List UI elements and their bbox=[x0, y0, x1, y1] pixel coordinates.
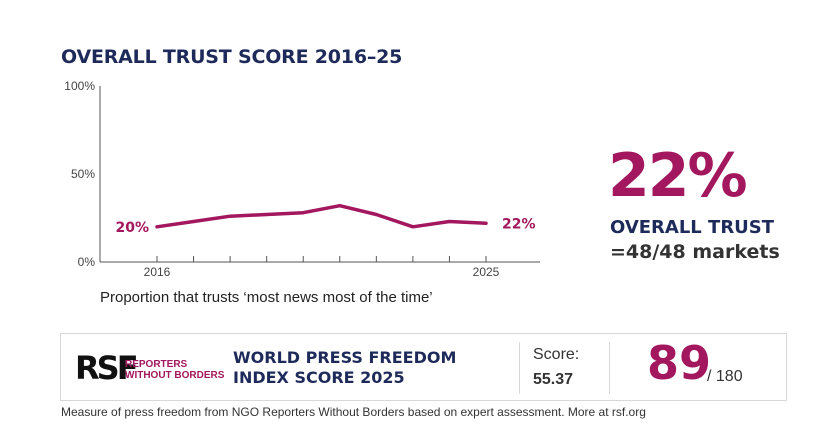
markets-count: =48/48 markets bbox=[610, 241, 780, 263]
y-tick-label: 100% bbox=[64, 79, 95, 93]
x-tick-label: 2025 bbox=[473, 265, 500, 279]
rsf-org-line2: WITHOUT BORDERS bbox=[125, 370, 225, 381]
start-value-label: 20% bbox=[115, 220, 149, 236]
end-value-label: 22% bbox=[502, 216, 536, 232]
chart-axes bbox=[99, 86, 540, 263]
chart-labels: 20% 22% bbox=[115, 216, 535, 236]
footnote: Measure of press freedom from NGO Report… bbox=[61, 405, 646, 419]
index-title: WORLD PRESS FREEDOM INDEX SCORE 2025 bbox=[233, 348, 457, 387]
y-tick-label: 0% bbox=[78, 255, 96, 269]
overall-trust-value: 22% bbox=[608, 141, 748, 211]
rsf-org-name: REPORTERS WITHOUT BORDERS bbox=[125, 359, 224, 381]
score-value: 55.37 bbox=[533, 371, 574, 388]
score-label: Score: bbox=[533, 346, 580, 363]
rsf-logo-mark: RSF bbox=[75, 349, 139, 387]
rsf-logo: RSF REPORTERS WITHOUT BORDERS bbox=[75, 349, 224, 389]
trust-line-chart: 0% 50% 100% 2016 2025 20% 22% bbox=[64, 79, 540, 279]
divider bbox=[519, 342, 520, 394]
rsf-org-line1: REPORTERS bbox=[125, 359, 188, 370]
chart-ticks: 0% 50% 100% 2016 2025 bbox=[64, 79, 499, 279]
series-line bbox=[155, 203, 488, 229]
y-tick-label: 50% bbox=[71, 167, 95, 181]
divider bbox=[609, 342, 610, 394]
press-freedom-panel: RSF REPORTERS WITHOUT BORDERS WORLD PRES… bbox=[60, 333, 787, 401]
x-tick-label: 2016 bbox=[144, 265, 171, 279]
chart-xlabel: Proportion that trusts ‘most news most o… bbox=[100, 289, 433, 306]
overall-trust-label: OVERALL TRUST bbox=[610, 217, 775, 238]
rank-total: / 180 bbox=[707, 368, 743, 385]
rank-value: 89 bbox=[647, 336, 712, 390]
chart-title: OVERALL TRUST SCORE 2016–25 bbox=[61, 46, 403, 68]
